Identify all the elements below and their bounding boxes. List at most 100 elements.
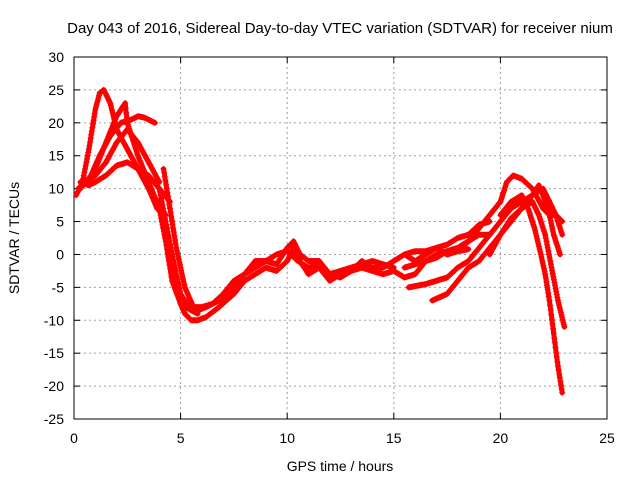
y-tick-labels: -25 -20 -15 -10 -5 0 5 10 15 20 25 30 <box>44 49 64 427</box>
data-point <box>274 252 279 257</box>
series-arc-17 <box>518 185 566 238</box>
data-point <box>529 199 535 205</box>
data-point <box>412 248 418 254</box>
y-tick-label: -15 <box>44 345 64 361</box>
data-point <box>338 268 343 274</box>
data-point <box>455 265 461 271</box>
data-point <box>497 199 503 205</box>
data-point <box>444 248 450 254</box>
data-point <box>188 317 194 323</box>
y-tick-label: 15 <box>48 148 64 164</box>
data-point <box>182 311 188 317</box>
x-tick-label: 25 <box>599 430 615 446</box>
x-tick-label: 5 <box>177 430 185 446</box>
series-arc-6 <box>156 198 472 324</box>
data-point <box>465 238 471 244</box>
data-point <box>508 219 514 224</box>
data-point <box>542 271 548 277</box>
data-point <box>274 268 279 274</box>
data-point <box>220 291 226 297</box>
data-point <box>118 120 124 126</box>
data-point <box>173 245 179 251</box>
data-point <box>546 212 552 218</box>
data-point <box>412 271 418 277</box>
data-point <box>406 284 412 290</box>
data-point <box>529 192 535 198</box>
data-point <box>152 120 158 126</box>
data-point <box>122 100 128 106</box>
data-point <box>75 186 81 192</box>
data-point <box>551 232 557 238</box>
data-point <box>114 113 120 119</box>
data-point <box>103 159 109 165</box>
plot-frame <box>73 56 608 420</box>
series-arc-11 <box>405 198 525 291</box>
data-point <box>476 225 482 231</box>
data-point <box>210 301 216 307</box>
data-point <box>263 258 269 264</box>
series-arc-4 <box>75 126 163 192</box>
data-point <box>146 173 152 178</box>
data-point <box>557 252 563 257</box>
series-trace <box>156 186 397 313</box>
data-point <box>380 271 386 277</box>
data-point <box>546 298 552 303</box>
data-point <box>182 284 188 290</box>
y-tick-label: -10 <box>44 312 64 328</box>
data-point <box>284 248 290 254</box>
data-point <box>284 258 290 264</box>
data-point <box>124 159 130 165</box>
data-point <box>338 275 343 280</box>
data-point <box>203 314 209 320</box>
data-point <box>412 261 418 267</box>
series-arc-16 <box>508 195 568 330</box>
y-tick-label: 10 <box>48 181 64 197</box>
data-point <box>559 232 565 238</box>
data-point <box>316 261 322 267</box>
data-point <box>487 212 493 218</box>
data-point <box>107 133 113 139</box>
x-tick-label: 15 <box>386 430 402 446</box>
y-tick-label: -25 <box>44 411 64 427</box>
data-point <box>359 258 365 264</box>
data-point <box>497 219 503 224</box>
data-point <box>380 265 386 271</box>
y-tick-label: -5 <box>52 279 65 295</box>
data-point <box>231 291 237 297</box>
x-tick-label: 20 <box>493 430 509 446</box>
data-point <box>146 159 152 165</box>
series-arc-5 <box>77 159 173 205</box>
data-point <box>455 245 461 251</box>
data-point <box>263 265 269 271</box>
data-point <box>167 205 173 211</box>
data-point <box>101 87 107 93</box>
x-tick-label: 0 <box>70 430 78 446</box>
data-point <box>252 258 258 264</box>
data-point <box>163 219 169 224</box>
data-point <box>295 258 301 264</box>
series-arc-8 <box>160 165 483 311</box>
data-point <box>423 281 429 287</box>
data-point <box>97 153 103 159</box>
data-point <box>433 278 439 284</box>
data-point <box>178 291 184 297</box>
data-point <box>327 271 333 277</box>
data-point <box>231 278 237 284</box>
data-point <box>536 212 542 218</box>
data-point <box>242 271 248 277</box>
data-point <box>114 163 120 169</box>
series-trace <box>161 166 482 310</box>
data-series <box>73 86 568 396</box>
series-point-markers <box>156 185 397 314</box>
data-point <box>487 252 493 257</box>
data-point <box>73 192 79 198</box>
data-point <box>291 238 297 244</box>
data-point <box>508 199 514 205</box>
x-tick-labels: 0 5 10 15 20 25 <box>70 430 615 446</box>
data-point <box>519 199 525 205</box>
data-point <box>497 212 503 218</box>
axis-ticks <box>73 56 608 420</box>
data-point <box>114 140 120 146</box>
data-point <box>124 126 130 132</box>
